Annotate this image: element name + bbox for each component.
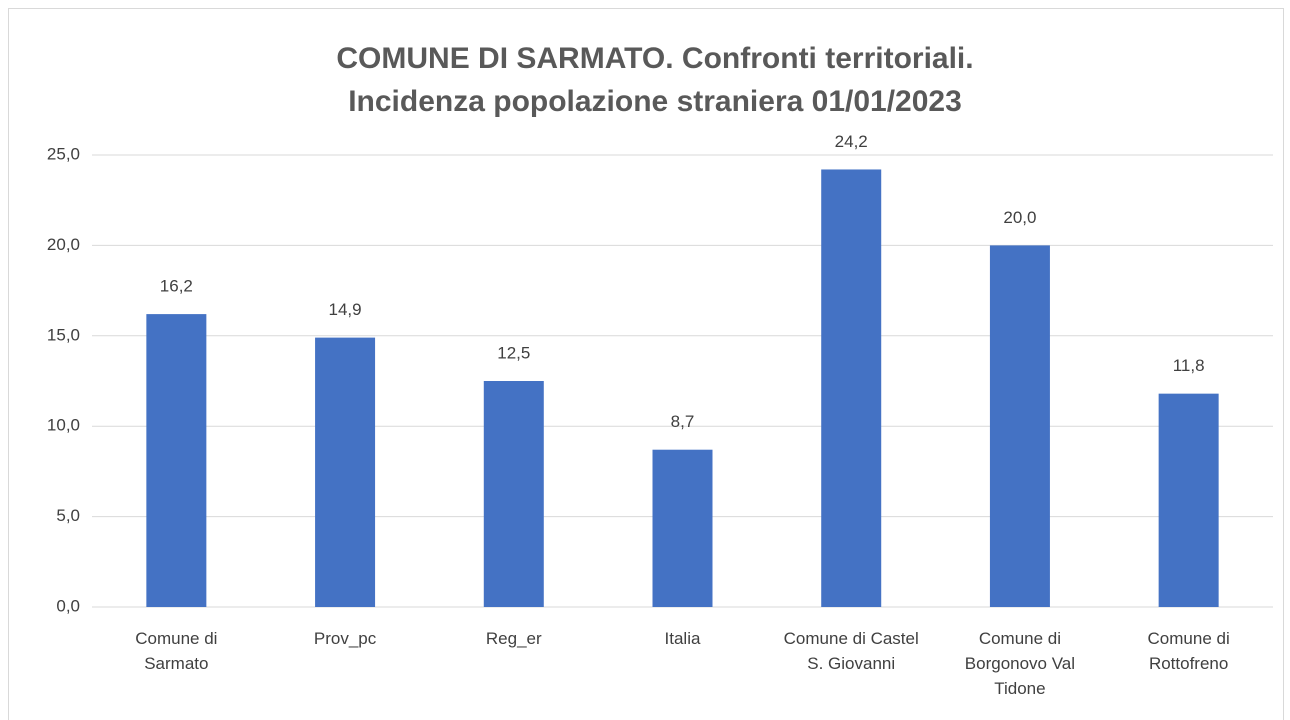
- value-label: 20,0: [1003, 208, 1036, 227]
- x-tick-label: Reg_er: [485, 629, 542, 648]
- chart-title: Incidenza popolazione straniera 01/01/20…: [348, 85, 962, 118]
- bar: [989, 245, 1050, 607]
- y-tick-label: 15,0: [47, 325, 80, 344]
- x-tick-label: Comune di Borgonovo Val Tidone: [964, 629, 1076, 698]
- bar: [821, 169, 882, 608]
- value-label: 8,7: [671, 412, 695, 431]
- y-tick-label: 10,0: [47, 416, 80, 435]
- y-tick-label: 5,0: [56, 506, 80, 525]
- x-tick-label: Comune di Sarmato: [135, 629, 218, 673]
- bar: [1158, 393, 1219, 607]
- x-tick-label: Comune di Rottofreno: [1147, 629, 1230, 673]
- value-label: 16,2: [160, 277, 193, 296]
- x-tick-label: Italia: [664, 629, 701, 648]
- y-tick-label: 20,0: [47, 235, 80, 254]
- chart-title: COMUNE DI SARMATO. Confronti territorial…: [336, 42, 973, 75]
- y-tick-label: 0,0: [56, 596, 80, 615]
- value-label: 14,9: [329, 300, 362, 319]
- value-label: 11,8: [1173, 356, 1205, 375]
- bar: [315, 337, 376, 607]
- value-label: 12,5: [497, 343, 530, 362]
- bar: [483, 381, 544, 607]
- chart-frame: [8, 8, 1284, 720]
- value-label: 24,2: [835, 132, 868, 151]
- y-tick-label: 25,0: [47, 144, 80, 163]
- x-tick-label: Prov_pc: [313, 629, 377, 648]
- bar: [146, 314, 207, 607]
- bar: [652, 449, 713, 607]
- x-tick-label: Comune di Castel S. Giovanni: [783, 629, 919, 673]
